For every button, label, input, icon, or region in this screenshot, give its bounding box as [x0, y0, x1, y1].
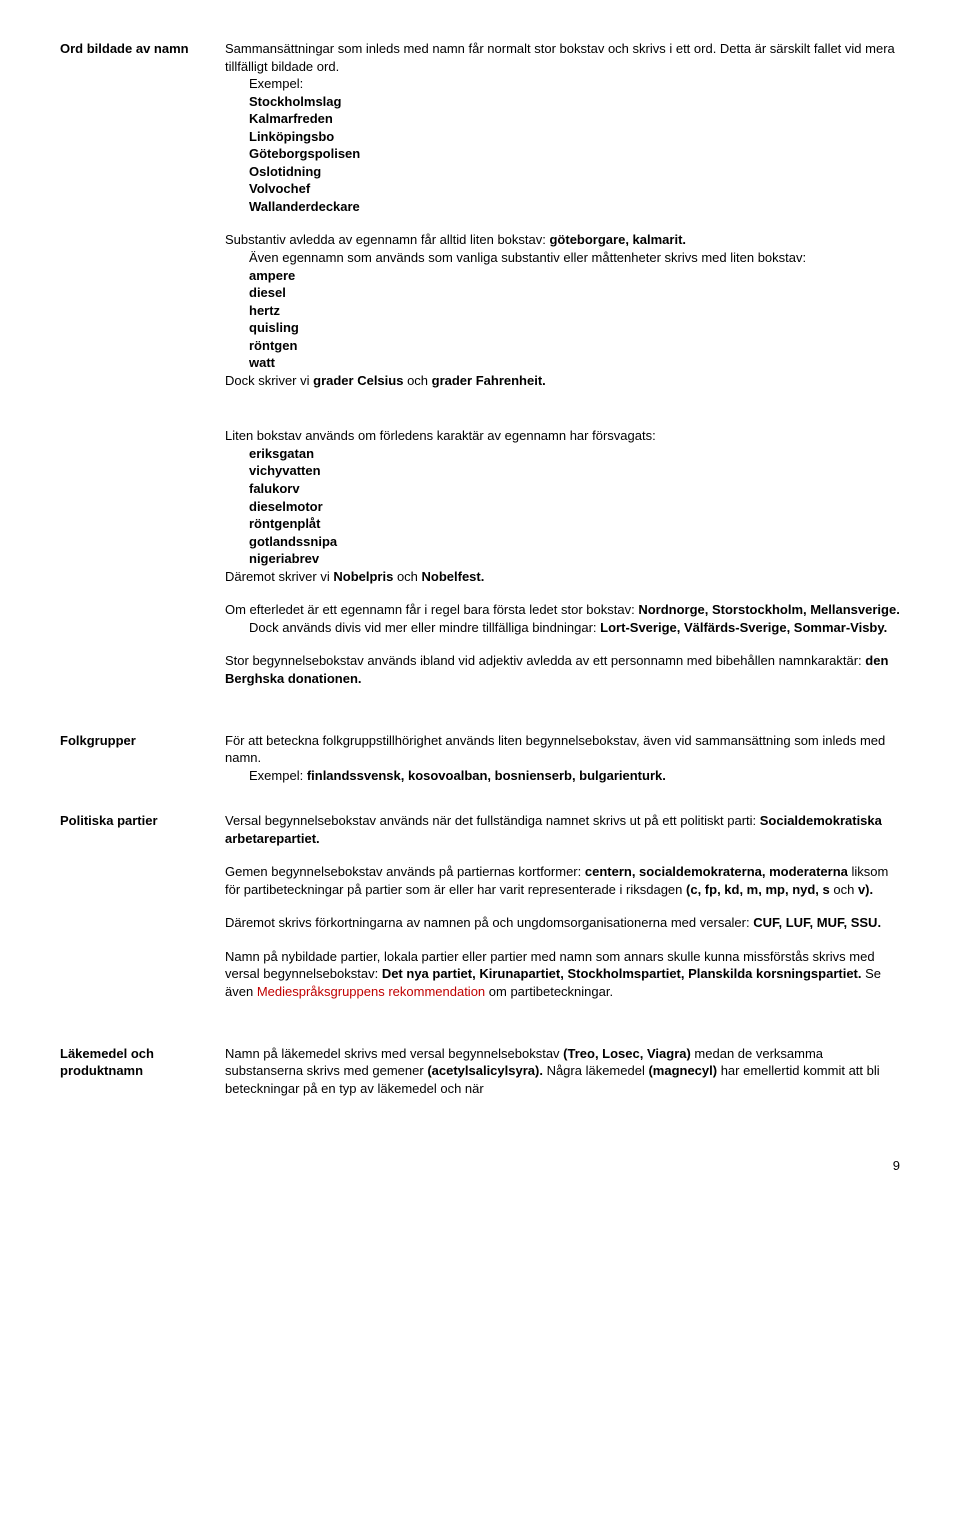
para: Om efterledet är ett egennamn får i rege…	[225, 602, 638, 617]
section-label: Ord bildade av namn	[60, 40, 225, 58]
para: Exempel:	[249, 768, 307, 783]
liten-block: Liten bokstav används om förledens karak…	[225, 427, 900, 585]
para: Däremot skriver vi	[225, 569, 333, 584]
para: Dock skriver vi	[225, 373, 313, 388]
list-item: eriksgatan	[249, 446, 314, 461]
bold: centern, socialdemokraterna, moderaterna	[585, 864, 848, 879]
list-item: Linköpingsbo	[249, 129, 334, 144]
exempel-list: Stockholmslag Kalmarfreden Linköpingsbo …	[225, 93, 900, 216]
bold: Nobelpris	[333, 569, 393, 584]
para: Liten bokstav används om förledens karak…	[225, 428, 656, 443]
para: om partibeteckningar.	[485, 984, 613, 999]
section-label: Politiska partier	[60, 812, 225, 830]
section-ordbildade: Ord bildade av namn Sammansättningar som…	[60, 40, 900, 704]
storbegynnelse-block: Stor begynnelsebokstav används ibland vi…	[225, 652, 900, 687]
bold: CUF, LUF, MUF, SSU.	[753, 915, 881, 930]
section-content: Versal begynnelsebokstav används när det…	[225, 812, 900, 1016]
substantiv-block: Substantiv avledda av egennamn får allti…	[225, 231, 900, 389]
efterledet-block: Om efterledet är ett egennamn får i rege…	[225, 601, 900, 636]
para: Några läkemedel	[543, 1063, 649, 1078]
list-item: Göteborgspolisen	[249, 146, 360, 161]
para: Dock används divis vid mer eller mindre …	[249, 620, 600, 635]
bold: grader Fahrenheit.	[432, 373, 546, 388]
liten-list: eriksgatan vichyvatten falukorv dieselmo…	[225, 445, 900, 568]
para: Däremot skrivs förkortningarna av namnen…	[225, 915, 753, 930]
section-content: Sammansättningar som inleds med namn får…	[225, 40, 900, 704]
section-label: Läkemedel och produktnamn	[60, 1045, 225, 1080]
list-item: dieselmotor	[249, 499, 323, 514]
list-item: Volvochef	[249, 181, 310, 196]
para: För att beteckna folkgruppstillhörighet …	[225, 732, 900, 767]
bold: finlandssvensk, kosovoalban, bosnienserb…	[307, 768, 666, 783]
bold: (magnecyl)	[648, 1063, 717, 1078]
exempel-label: Exempel:	[249, 76, 303, 91]
section-content: För att beteckna folkgruppstillhörighet …	[225, 732, 900, 785]
bold: (acetylsalicylsyra).	[427, 1063, 543, 1078]
bold: Nobelfest.	[422, 569, 485, 584]
para: Versal begynnelsebokstav används när det…	[225, 813, 760, 828]
section-politiska: Politiska partier Versal begynnelsebokst…	[60, 812, 900, 1016]
page-number: 9	[60, 1157, 900, 1175]
list-item: vichyvatten	[249, 463, 321, 478]
list-item: gotlandssnipa	[249, 534, 337, 549]
section-folkgrupper: Folkgrupper För att beteckna folkgruppst…	[60, 732, 900, 785]
bold: v).	[858, 882, 873, 897]
list-item: Stockholmslag	[249, 94, 341, 109]
link-text[interactable]: Mediespråksgruppens rekommendation	[257, 984, 485, 999]
list-item: falukorv	[249, 481, 300, 496]
para: Stor begynnelsebokstav används ibland vi…	[225, 653, 865, 668]
intro-block: Sammansättningar som inleds med namn får…	[225, 40, 900, 215]
list-item: Kalmarfreden	[249, 111, 333, 126]
bold: göteborgare, kalmarit.	[549, 232, 686, 247]
list-item: ampere	[249, 268, 295, 283]
para: och	[393, 569, 421, 584]
list-item: röntgenplåt	[249, 516, 321, 531]
list-item: hertz	[249, 303, 280, 318]
list-item: quisling	[249, 320, 299, 335]
list-item: watt	[249, 355, 275, 370]
list-item: Wallanderdeckare	[249, 199, 360, 214]
list-item: nigeriabrev	[249, 551, 319, 566]
section-lakemedel: Läkemedel och produktnamn Namn på läkeme…	[60, 1045, 900, 1098]
para: Sammansättningar som inleds med namn får…	[225, 41, 895, 74]
list-item: röntgen	[249, 338, 297, 353]
bold: Det nya partiet, Kirunapartiet, Stockhol…	[382, 966, 862, 981]
section-label: Folkgrupper	[60, 732, 225, 750]
bold: Lort-Sverige, Välfärds-Sverige, Sommar-V…	[600, 620, 887, 635]
bold: (Treo, Losec, Viagra)	[563, 1046, 691, 1061]
para: Namn på läkemedel skrivs med versal begy…	[225, 1046, 563, 1061]
unit-list: ampere diesel hertz quisling röntgen wat…	[225, 267, 900, 372]
bold: (c, fp, kd, m, mp, nyd, s	[686, 882, 830, 897]
bold: grader Celsius	[313, 373, 403, 388]
para: Gemen begynnelsebokstav används på parti…	[225, 864, 585, 879]
para: och	[830, 882, 858, 897]
para: Även egennamn som används som vanliga su…	[249, 250, 806, 265]
section-content: Namn på läkemedel skrivs med versal begy…	[225, 1045, 900, 1098]
list-item: diesel	[249, 285, 286, 300]
para: Substantiv avledda av egennamn får allti…	[225, 232, 549, 247]
list-item: Oslotidning	[249, 164, 321, 179]
para: och	[403, 373, 431, 388]
bold: Nordnorge, Storstockholm, Mellansverige.	[638, 602, 900, 617]
